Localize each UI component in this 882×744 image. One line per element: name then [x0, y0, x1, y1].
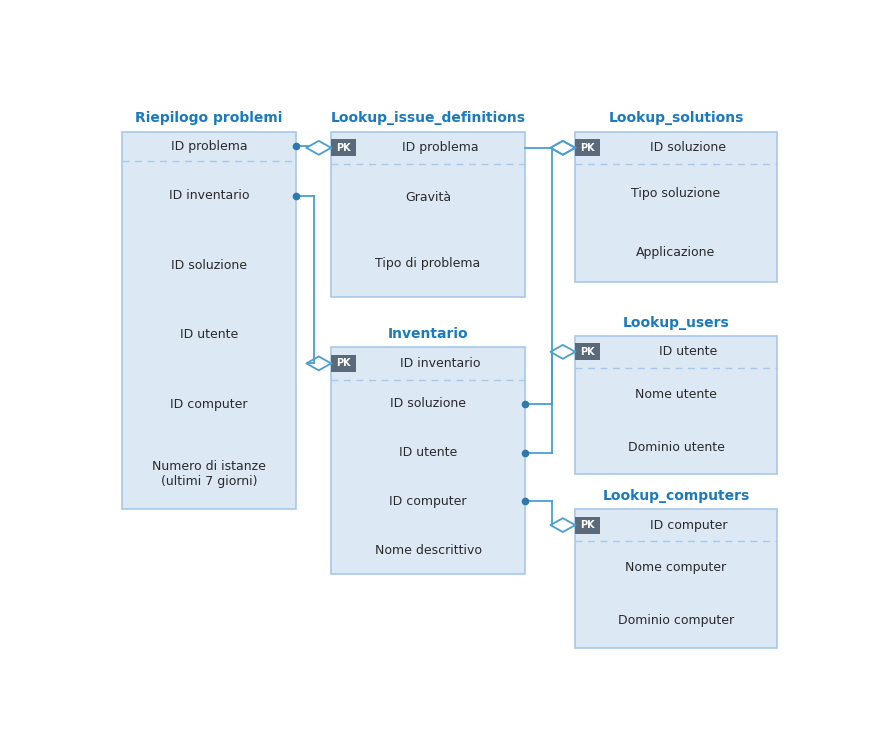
- Text: PK: PK: [336, 359, 351, 368]
- Text: ID utente: ID utente: [659, 345, 718, 359]
- Bar: [331, 355, 356, 372]
- Text: Tipo di problema: Tipo di problema: [376, 257, 481, 270]
- Bar: [331, 132, 525, 297]
- Text: Gravità: Gravità: [405, 190, 451, 204]
- Bar: [575, 132, 777, 282]
- Bar: [575, 516, 600, 533]
- Text: Lookup_users: Lookup_users: [623, 315, 729, 330]
- Text: Dominio computer: Dominio computer: [618, 615, 734, 627]
- Text: ID soluzione: ID soluzione: [171, 259, 247, 272]
- Text: PK: PK: [580, 347, 595, 357]
- Text: ID computer: ID computer: [650, 519, 727, 532]
- Text: Riepilogo problemi: Riepilogo problemi: [135, 112, 283, 126]
- Text: ID problema: ID problema: [402, 141, 479, 154]
- Text: ID utente: ID utente: [180, 328, 238, 341]
- Bar: [575, 509, 777, 647]
- Bar: [575, 139, 600, 156]
- Text: ID utente: ID utente: [399, 446, 457, 459]
- Bar: [331, 347, 525, 574]
- Text: Lookup_issue_definitions: Lookup_issue_definitions: [331, 112, 526, 126]
- Text: Nome utente: Nome utente: [635, 388, 717, 401]
- Text: Lookup_solutions: Lookup_solutions: [609, 112, 744, 126]
- Text: Dominio utente: Dominio utente: [628, 441, 724, 455]
- Text: ID computer: ID computer: [170, 398, 248, 411]
- Text: PK: PK: [580, 520, 595, 530]
- Text: ID soluzione: ID soluzione: [650, 141, 727, 154]
- Text: PK: PK: [580, 143, 595, 153]
- Text: Numero di istanze
(ultimi 7 giorni): Numero di istanze (ultimi 7 giorni): [152, 460, 266, 488]
- Text: Lookup_computers: Lookup_computers: [602, 489, 750, 503]
- Text: ID inventario: ID inventario: [400, 357, 481, 370]
- Text: ID computer: ID computer: [389, 495, 467, 508]
- Bar: [331, 139, 356, 156]
- Text: Tipo soluzione: Tipo soluzione: [632, 187, 721, 200]
- Text: ID soluzione: ID soluzione: [390, 397, 466, 411]
- Text: ID inventario: ID inventario: [168, 189, 250, 202]
- Text: Nome computer: Nome computer: [625, 561, 727, 574]
- Bar: [122, 132, 296, 509]
- Bar: [575, 344, 600, 360]
- Bar: [575, 336, 777, 474]
- Text: PK: PK: [336, 143, 351, 153]
- Text: Applicazione: Applicazione: [637, 246, 715, 259]
- Text: Inventario: Inventario: [388, 327, 468, 341]
- Text: ID problema: ID problema: [171, 140, 247, 153]
- Text: Nome descrittivo: Nome descrittivo: [375, 544, 482, 557]
